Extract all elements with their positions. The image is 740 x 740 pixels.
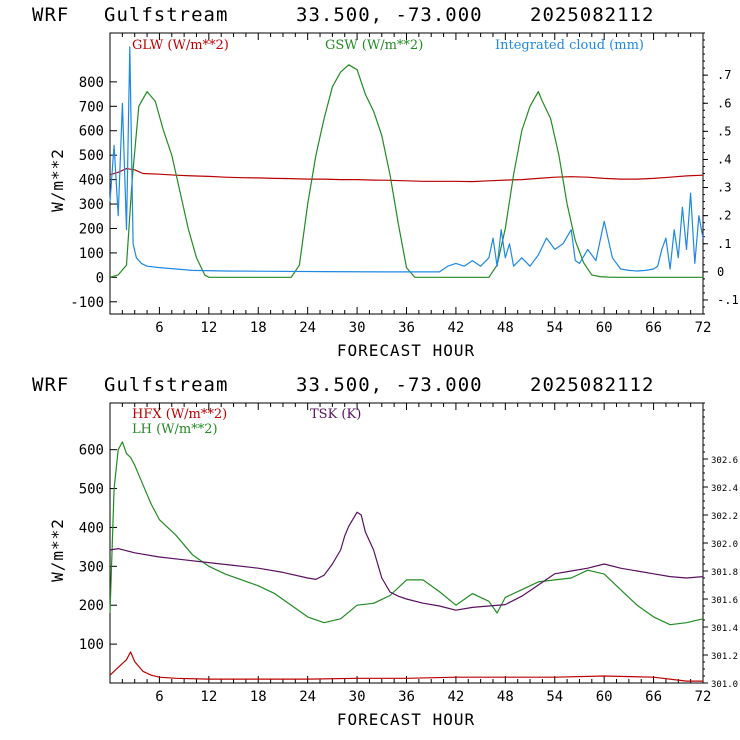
top-y-tick-label: 800 (79, 75, 104, 91)
bottom-y2-tick-label: 302.6 (711, 456, 738, 466)
top-y-ticks: -100 0 100 200 300 400 500 600 700 800 (70, 75, 117, 311)
top-y-tick-label: 100 (79, 246, 104, 262)
top-legend-cloud: Integrated cloud (mm) (495, 38, 644, 53)
top-y2-ticks: -.1 0 .1 .2 .3 .4 .5 .6 .7 (703, 32, 739, 315)
top-y2-tick-label: .5 (717, 124, 731, 138)
bottom-x-tick-label: 36 (398, 689, 415, 705)
top-y2-tick-label: .6 (717, 96, 731, 110)
bottom-y-tick-label: 100 (79, 637, 104, 653)
top-y-tick-label: 400 (79, 173, 104, 189)
bottom-plot-frame (109, 402, 704, 684)
top-x-tick-label: 66 (645, 320, 662, 336)
top-header-domain: Gulfstream (104, 4, 228, 26)
top-y2-tick-label: .1 (717, 237, 731, 251)
top-y-tick-label: 200 (79, 221, 104, 237)
bottom-y-tick-label: 400 (79, 520, 104, 536)
bottom-y2-tick-label: 301.4 (711, 624, 738, 634)
bottom-x-axis-label: FORECAST HOUR (337, 710, 475, 729)
bottom-y2-tick-label: 302.4 (711, 484, 738, 494)
top-x-tick-label: 72 (695, 320, 712, 336)
bottom-y-tick-label: 500 (79, 482, 104, 498)
top-x-tick-label: 54 (546, 320, 563, 336)
bottom-x-ticks: 6 12 18 24 30 36 42 48 54 60 66 72 (121, 403, 712, 705)
bottom-y2-tick-label: 301.6 (711, 596, 738, 606)
top-x-tick-label: 18 (250, 320, 267, 336)
bottom-legend-hfx: HFX (W/m**2) (132, 407, 227, 422)
top-y2-tick-label: .3 (717, 181, 731, 195)
bottom-x-tick-label: 66 (645, 689, 662, 705)
bottom-y-ticks: 100 200 300 400 500 600 (79, 443, 117, 653)
top-y-tick-label: 500 (79, 148, 104, 164)
top-series-integrated-line (109, 46, 704, 273)
bottom-header-domain: Gulfstream (104, 374, 228, 396)
bottom-x-tick-label: 12 (200, 689, 217, 705)
bottom-panel: WRF Gulfstream 33.500, -73.000 202508211… (32, 374, 738, 729)
top-legend-glw: GLW (W/m**2) (132, 38, 229, 53)
bottom-y2-tick-label: 301.2 (711, 652, 738, 662)
top-y-tick-label: -100 (70, 295, 104, 311)
bottom-series (109, 441, 704, 682)
bottom-header-model: WRF (32, 374, 69, 396)
top-y-tick-label: 300 (79, 197, 104, 213)
bottom-x-tick-label: 30 (349, 689, 366, 705)
top-y-tick-label: 600 (79, 124, 104, 140)
top-x-tick-label: 6 (155, 320, 163, 336)
bottom-series-hfx-line (109, 651, 703, 682)
top-header-model: WRF (32, 4, 69, 26)
bottom-legend-lh: LH (W/m**2) (132, 422, 218, 437)
bottom-y2-tick-label: 301.8 (711, 568, 738, 578)
bottom-y-tick-label: 600 (79, 443, 104, 459)
bottom-x-tick-label: 54 (546, 689, 563, 705)
bottom-y2-tick-label: 302.2 (711, 512, 738, 522)
top-x-tick-label: 48 (497, 320, 514, 336)
top-series-gsw-line (109, 64, 703, 278)
top-x-axis-label: FORECAST HOUR (337, 341, 475, 360)
bottom-legend-tsk: TSK (K) (310, 407, 361, 422)
top-series-glw-line (109, 168, 704, 183)
bottom-x-tick-label: 18 (250, 689, 267, 705)
bottom-x-tick-label: 48 (497, 689, 514, 705)
bottom-header-coords: 33.500, -73.000 (296, 374, 483, 396)
bottom-y2-tick-label: 302.0 (711, 540, 738, 550)
top-series (109, 46, 704, 278)
bottom-x-tick-label: 24 (299, 689, 316, 705)
top-x-ticks: 6 12 18 24 30 36 42 48 54 60 66 72 (121, 33, 712, 336)
top-y-tick-label: 0 (96, 270, 104, 286)
top-header-run: 2025082112 (530, 4, 654, 26)
bottom-header-run: 2025082112 (530, 374, 654, 396)
top-header-coords: 33.500, -73.000 (296, 4, 483, 26)
bottom-y-tick-label: 200 (79, 598, 104, 614)
top-y2-tick-label: -.1 (717, 293, 739, 307)
top-legend-gsw: GSW (W/m**2) (325, 38, 423, 53)
top-x-tick-label: 12 (200, 320, 217, 336)
top-panel: WRF Gulfstream 33.500, -73.000 202508211… (32, 4, 739, 360)
top-x-tick-label: 24 (299, 320, 316, 336)
bottom-y-axis-label: W/m**2 (48, 518, 67, 582)
bottom-x-tick-label: 6 (155, 689, 163, 705)
bottom-x-tick-label: 72 (695, 689, 712, 705)
bottom-x-tick-label: 60 (596, 689, 613, 705)
top-x-tick-label: 60 (596, 320, 613, 336)
bottom-y-tick-label: 300 (79, 559, 104, 575)
bottom-y2-tick-label: 301.0 (711, 680, 738, 690)
bottom-y2-ticks: 302.6 302.4 302.2 302.0 301.8 301.6 301.4 301.2… (703, 402, 738, 690)
top-y2-tick-label: .2 (717, 209, 731, 223)
bottom-x-tick-label: 42 (447, 689, 464, 705)
top-x-tick-label: 42 (447, 320, 464, 336)
top-y-tick-label: 700 (79, 99, 104, 115)
top-x-tick-label: 30 (349, 320, 366, 336)
top-y2-tick-label: .4 (717, 152, 731, 166)
bottom-series-tsk-line (109, 511, 704, 611)
top-y2-tick-label: 0 (717, 265, 724, 279)
bottom-series-lh-line (109, 441, 704, 626)
top-y-axis-label: W/m**2 (48, 148, 67, 212)
top-x-tick-label: 36 (398, 320, 415, 336)
top-y2-tick-label: .7 (717, 68, 731, 82)
